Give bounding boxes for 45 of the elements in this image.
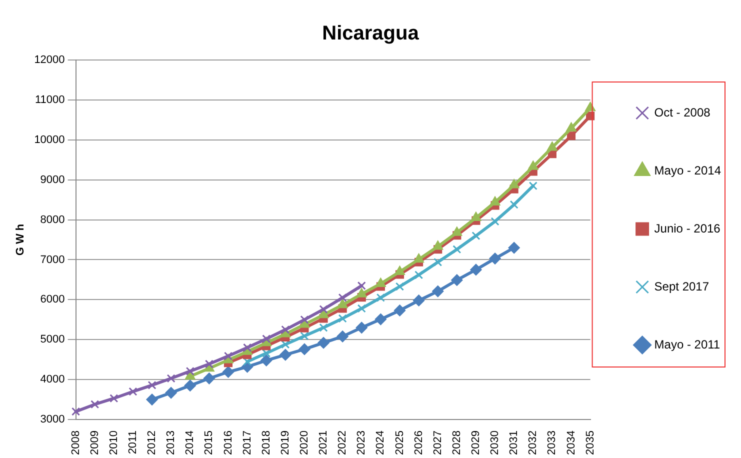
y-axis-title: G W h	[14, 224, 27, 256]
x-tick-label: 2032	[527, 430, 540, 456]
x-tick-label: 2014	[184, 430, 196, 456]
x-tick-label: 2020	[298, 430, 310, 456]
legend-label: Junio - 2016	[654, 221, 721, 236]
x-tick-label: 2008	[70, 430, 82, 456]
x-tick-label: 2010	[108, 430, 120, 456]
x-tick-label: 2030	[489, 430, 502, 456]
x-tick-label: 2033	[546, 430, 558, 456]
x-tick-label: 2016	[222, 430, 234, 456]
x-tick-label: 2031	[508, 430, 520, 456]
x-tick-label: 2015	[203, 430, 216, 456]
y-tick-label: 6000	[40, 294, 65, 306]
y-tick-label: 7000	[40, 254, 65, 266]
legend-label: Mayo - 2014	[654, 163, 722, 178]
x-tick-label: 2013	[165, 430, 178, 456]
y-tick-label: 10000	[34, 134, 65, 146]
legend-label: Sept 2017	[654, 279, 710, 294]
x-tick-label: 2028	[450, 430, 463, 456]
y-tick-label: 5000	[40, 334, 65, 346]
y-tick-label: 9000	[40, 174, 65, 186]
x-tick-label: 2035	[584, 430, 596, 456]
x-tick-label: 2026	[412, 430, 425, 456]
chart-title: Nicaragua	[322, 22, 420, 45]
legend-label: Mayo - 2011	[654, 337, 720, 352]
x-tick-label: 2029	[470, 430, 482, 456]
y-tick-label: 4000	[40, 374, 65, 386]
x-tick-label: 2018	[260, 430, 272, 456]
x-tick-label: 2025	[394, 430, 406, 456]
x-tick-label: 2021	[318, 430, 330, 456]
legend-label: Oct - 2008	[654, 105, 711, 120]
x-tick-label: 2022	[336, 430, 349, 456]
y-tick-label: 8000	[40, 214, 65, 226]
x-tick-label: 2012	[146, 430, 158, 456]
x-tick-label: 2009	[88, 430, 101, 456]
x-tick-label: 2024	[374, 430, 387, 456]
y-tick-label: 11000	[35, 94, 65, 106]
x-tick-label: 2027	[432, 430, 444, 456]
y-tick-label: 12000	[34, 54, 65, 66]
x-tick-label: 2019	[279, 430, 292, 456]
x-tick-label: 2023	[356, 430, 368, 456]
x-tick-label: 2017	[241, 430, 254, 456]
x-tick-label: 2011	[126, 430, 139, 454]
x-tick-label: 2034	[565, 430, 578, 456]
y-tick-label: 3000	[40, 414, 65, 426]
